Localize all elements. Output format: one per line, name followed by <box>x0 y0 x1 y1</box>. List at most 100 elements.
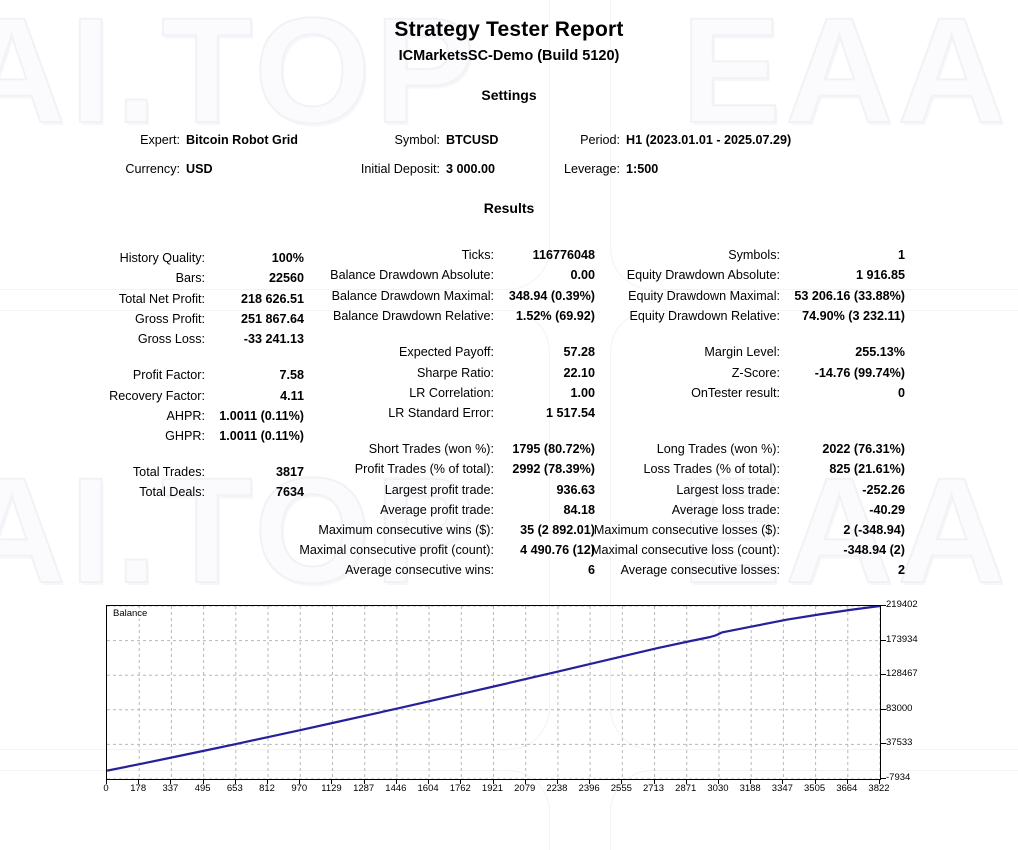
chart-x-axis-tick <box>846 780 848 784</box>
chart-x-axis-tick <box>492 780 494 784</box>
symbol-label: Symbol: <box>394 133 441 147</box>
col_left-value: 100% <box>271 251 304 265</box>
col_mid-value: 2992 (78.39%) <box>512 462 595 476</box>
col_mid-label: Largest profit trade: <box>384 483 494 497</box>
col_right-value: 2 <box>897 563 905 577</box>
leverage-value: 1:500 <box>626 162 659 176</box>
chart-x-axis-label: 2079 <box>514 783 536 794</box>
col_right-value: 1 <box>897 248 905 262</box>
period-label: Period: <box>580 133 620 147</box>
col_right-value: 255.13% <box>855 345 905 359</box>
chart-x-axis-tick <box>331 780 333 784</box>
col_left-value: 1.0011 (0.11%) <box>219 409 304 423</box>
col_left-label: AHPR: <box>166 409 206 423</box>
chart-x-axis-tick <box>234 780 236 784</box>
col_left-label: Total Trades: <box>132 465 205 479</box>
chart-x-axis-tick <box>299 780 301 784</box>
col_mid-value: 116776048 <box>532 248 595 262</box>
col_right-value: -14.76 (99.74%) <box>814 366 905 380</box>
col_left-value: 4.11 <box>280 389 304 403</box>
col_right-label: Symbols: <box>728 248 780 262</box>
chart-x-axis-label: 2238 <box>546 783 568 794</box>
chart-x-axis-label: 3188 <box>739 783 761 794</box>
chart-x-axis-tick <box>589 780 591 784</box>
report-subtitle: ICMarketsSC-Demo (Build 5120) <box>398 48 620 64</box>
chart-x-axis-label: 812 <box>259 783 275 794</box>
chart-legend-balance: Balance <box>111 608 150 619</box>
chart-x-axis-tick <box>395 780 397 784</box>
chart-y-axis-tick <box>881 743 886 745</box>
col_left-label: Total Deals: <box>139 485 205 499</box>
leverage-label: Leverage: <box>563 162 620 176</box>
chart-x-axis-tick <box>879 780 880 784</box>
col_right-value: 825 (21.61%) <box>829 462 905 476</box>
chart-x-axis-label: 2555 <box>610 783 632 794</box>
expert-value: Bitcoin Robot Grid <box>186 133 298 147</box>
chart-x-axis-label: 3347 <box>771 783 793 794</box>
currency-value: USD <box>186 162 213 176</box>
col_mid-label: Balance Drawdown Maximal: <box>331 289 494 303</box>
chart-y-axis-label: 37533 <box>886 737 913 749</box>
chart-x-axis-tick <box>267 780 269 784</box>
chart-x-axis-tick <box>717 780 719 784</box>
col_left-label: Recovery Factor: <box>109 389 205 403</box>
col_left-label: Gross Profit: <box>135 312 205 326</box>
col_right-value: 1 916.85 <box>855 268 905 282</box>
chart-y-axis-label: 219402 <box>886 599 918 610</box>
chart-x-axis-label: 1446 <box>385 783 407 794</box>
results-section-heading: Results <box>483 200 535 216</box>
col_right-label: Largest loss trade: <box>676 483 780 497</box>
col_left-value: 251 867.64 <box>240 312 304 326</box>
col_right-label: Maximal consecutive loss (count): <box>591 543 780 557</box>
col_left-value: 22560 <box>268 271 304 285</box>
col_left-label: Gross Loss: <box>137 332 205 346</box>
col_right-value: -252.26 <box>862 483 905 497</box>
chart-y-axis-tick <box>881 639 886 641</box>
col_mid-label: Ticks: <box>461 248 494 262</box>
col_mid-label: Average consecutive wins: <box>345 563 494 577</box>
col_mid-value: 57.28 <box>563 345 595 359</box>
col_left-label: GHPR: <box>165 429 205 443</box>
chart-y-axis-tick <box>881 605 886 606</box>
col_right-value: -40.29 <box>869 503 905 517</box>
col_mid-value: 35 (2 892.01) <box>520 523 595 537</box>
col_right-value: 53 206.16 (33.88%) <box>794 289 905 303</box>
col_right-value: 0 <box>897 386 905 400</box>
col_left-label: History Quality: <box>119 251 205 265</box>
chart-x-axis-tick <box>653 780 655 784</box>
col_mid-value: 22.10 <box>563 366 595 380</box>
col_right-value: -348.94 (2) <box>843 543 905 557</box>
col_mid-value: 1.52% (69.92) <box>515 309 595 323</box>
chart-x-axis-tick <box>556 780 558 784</box>
period-value: H1 (2023.01.01 - 2025.07.29) <box>626 133 792 147</box>
col_right-label: Long Trades (won %): <box>656 442 780 456</box>
chart-x-axis-label: 1762 <box>449 783 471 794</box>
col_right-label: Maximum consecutive losses ($): <box>593 523 780 537</box>
chart-x-axis-tick <box>138 780 140 784</box>
initial-deposit-value: 3 000.00 <box>446 162 496 176</box>
symbol-value: BTCUSD <box>446 133 499 147</box>
col_right-label: Margin Level: <box>704 345 780 359</box>
col_mid-label: Sharpe Ratio: <box>416 366 494 380</box>
chart-x-axis-label: 3822 <box>868 783 890 794</box>
expert-label: Expert: <box>140 133 180 147</box>
col_right-label: Z-Score: <box>731 366 780 380</box>
col_right-label: Average loss trade: <box>671 503 780 517</box>
col_mid-label: LR Correlation: <box>409 386 494 400</box>
col_mid-label: Maximum consecutive wins ($): <box>318 523 494 537</box>
col_mid-label: Balance Drawdown Absolute: <box>330 268 494 282</box>
col_mid-label: Expected Payoff: <box>399 345 494 359</box>
col_mid-value: 1795 (80.72%) <box>512 442 595 456</box>
col_mid-value: 1 517.54 <box>545 406 595 420</box>
col_left-value: 3817 <box>275 465 304 479</box>
col_left-value: 218 626.51 <box>240 292 304 306</box>
chart-x-axis-label: 3664 <box>836 783 858 794</box>
chart-x-axis-label: 178 <box>130 783 147 794</box>
chart-x-axis-tick <box>750 780 752 784</box>
col_mid-value: 0.00 <box>570 268 595 282</box>
chart-x-axis-label: 3505 <box>804 783 826 794</box>
chart-x-axis-label: 1129 <box>321 783 342 794</box>
chart-x-axis-tick <box>814 780 816 784</box>
chart-x-axis-tick <box>685 780 687 784</box>
